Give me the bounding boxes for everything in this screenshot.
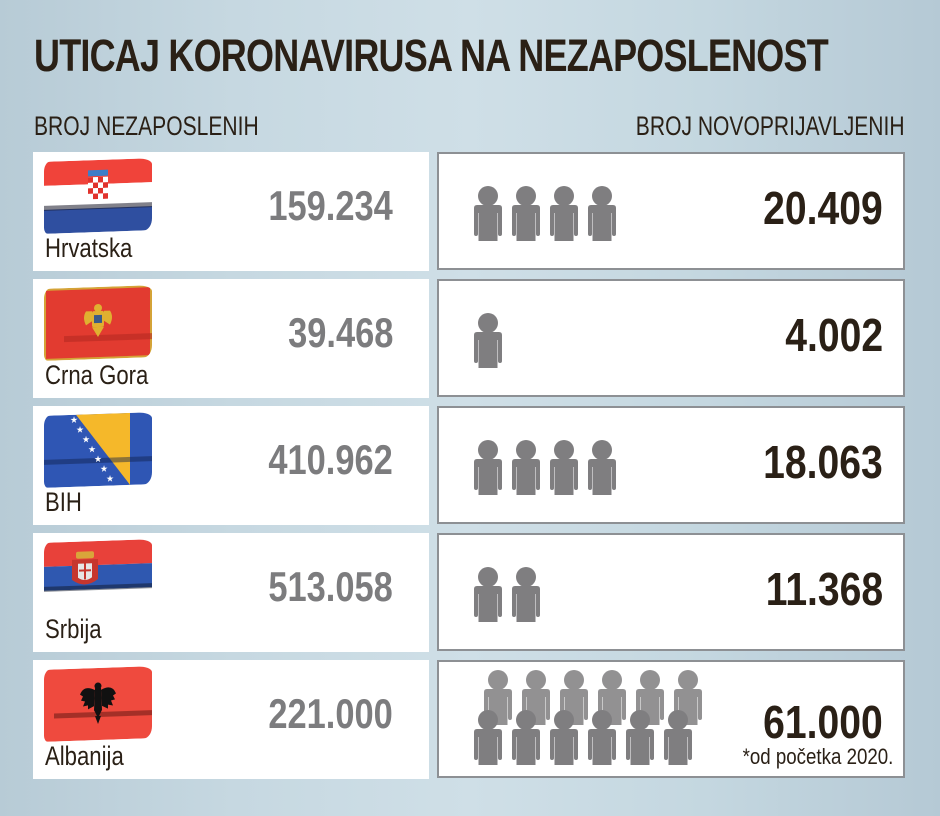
new-registered-count: 18.063 — [763, 436, 883, 488]
person-icon — [471, 710, 505, 766]
country-name: Crna Gora — [45, 360, 149, 390]
new-registered-card: 61.000 *od početka 2020. — [437, 660, 905, 778]
country-row-bih: ★ ★ ★ ★ ★ ★ ★ BIH 410.962 18.063 — [0, 406, 940, 526]
person-icon — [471, 313, 505, 369]
person-icon — [585, 440, 619, 496]
person-pictogram-group — [471, 313, 505, 369]
person-pictogram-crowd — [471, 670, 711, 774]
country-name: BIH — [45, 487, 82, 517]
person-icon — [471, 186, 505, 242]
person-icon — [509, 567, 543, 623]
person-icon — [547, 710, 581, 766]
new-registered-count: 61.000 — [763, 696, 883, 748]
person-pictogram-group — [471, 567, 543, 623]
svg-text:★: ★ — [70, 416, 78, 426]
new-registered-card: 11.368 — [437, 533, 905, 651]
montenegro-flag-icon — [44, 285, 152, 361]
infographic-title: UTICAJ KORONAVIRUSA NA NEZAPOSLENOST — [34, 30, 829, 81]
unemployed-column-header: BROJ NEZAPOSLENIH — [34, 111, 259, 141]
new-registered-count: 20.409 — [763, 182, 883, 234]
unemployed-count: 159.234 — [268, 182, 393, 229]
new-registered-card: 20.409 — [437, 152, 905, 270]
person-icon — [547, 186, 581, 242]
unemployed-card: Crna Gora 39.468 — [33, 279, 429, 398]
svg-text:★: ★ — [76, 425, 84, 435]
new-registered-count: 11.368 — [765, 563, 883, 615]
svg-text:★: ★ — [94, 455, 102, 465]
person-icon — [585, 186, 619, 242]
unemployed-count: 39.468 — [287, 309, 393, 356]
svg-text:★: ★ — [88, 445, 96, 455]
person-icon — [623, 710, 657, 766]
unemployed-count: 513.058 — [268, 563, 393, 610]
country-name: Albanija — [45, 741, 124, 771]
person-icon — [471, 567, 505, 623]
svg-text:★: ★ — [82, 435, 90, 445]
unemployed-card: Hrvatska 159.234 — [33, 152, 429, 271]
new-registered-count: 4.002 — [785, 309, 883, 361]
person-pictogram-group — [471, 186, 619, 242]
country-row-albanija: Albanija 221.000 61.000 *od početka — [0, 660, 940, 780]
person-pictogram-group — [471, 440, 619, 496]
croatia-flag-icon — [44, 158, 152, 234]
person-icon — [585, 710, 619, 766]
new-registered-card: 4.002 — [437, 279, 905, 397]
person-icon — [509, 440, 543, 496]
person-icon — [471, 440, 505, 496]
person-icon — [661, 710, 695, 766]
new-registered-column-header: BROJ NOVOPRIJAVLJENIH — [636, 111, 905, 141]
person-icon — [509, 710, 543, 766]
unemployed-card: ★ ★ ★ ★ ★ ★ ★ BIH 410.962 — [33, 406, 429, 525]
person-icon — [547, 440, 581, 496]
unemployed-count: 221.000 — [268, 690, 393, 737]
new-registered-card: 18.063 — [437, 406, 905, 524]
country-name: Hrvatska — [45, 233, 133, 263]
albania-flag-icon — [44, 666, 152, 742]
country-name: Srbija — [45, 614, 102, 644]
svg-text:★: ★ — [100, 465, 108, 475]
unemployed-card: Albanija 221.000 — [33, 660, 429, 779]
svg-text:★: ★ — [106, 474, 114, 484]
unemployed-count: 410.962 — [268, 436, 393, 483]
country-row-srbija: Srbija 513.058 11.368 — [0, 533, 940, 653]
footnote: *od početka 2020. — [742, 744, 893, 769]
country-row-hrvatska: Hrvatska 159.234 20.409 — [0, 152, 940, 272]
serbia-flag-icon — [44, 539, 152, 615]
unemployed-card: Srbija 513.058 — [33, 533, 429, 652]
bosnia-flag-icon: ★ ★ ★ ★ ★ ★ ★ — [44, 412, 152, 488]
country-row-crna-gora: Crna Gora 39.468 4.002 — [0, 279, 940, 399]
person-icon — [509, 186, 543, 242]
